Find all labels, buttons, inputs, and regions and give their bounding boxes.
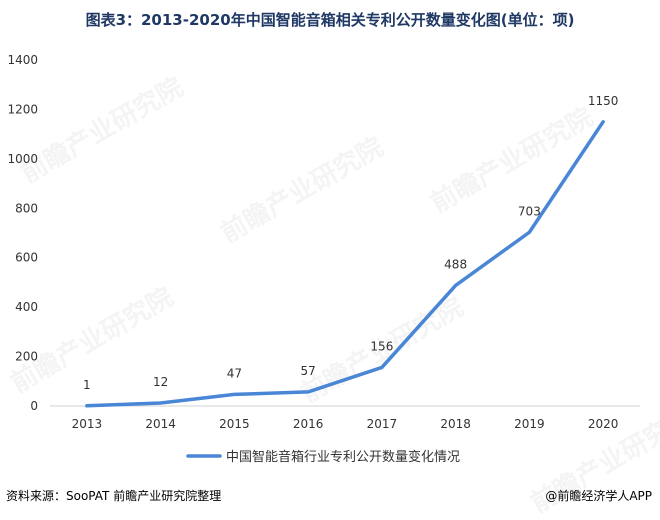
data-label: 1150 bbox=[588, 94, 619, 108]
chart-title: 图表3：2013-2020年中国智能音箱相关专利公开数量变化图(单位：项) bbox=[85, 11, 575, 29]
y-tick-label: 400 bbox=[15, 300, 38, 314]
series-line bbox=[85, 120, 605, 408]
y-tick-label: 200 bbox=[15, 350, 38, 364]
y-tick-label: 1400 bbox=[7, 53, 38, 67]
x-tick-label: 2014 bbox=[145, 417, 176, 431]
legend-label: 中国智能音箱行业专利公开数量变化情况 bbox=[226, 449, 460, 465]
data-label: 47 bbox=[227, 366, 242, 380]
y-tick-label: 1000 bbox=[7, 152, 38, 166]
x-tick-label: 2018 bbox=[440, 417, 471, 431]
x-tick-label: 2013 bbox=[72, 417, 103, 431]
y-tick-label: 800 bbox=[15, 201, 38, 215]
y-tick-label: 1200 bbox=[7, 102, 38, 116]
data-label: 703 bbox=[518, 204, 541, 218]
y-tick-label: 600 bbox=[15, 251, 38, 265]
data-label: 12 bbox=[153, 375, 168, 389]
x-tick-label: 2019 bbox=[514, 417, 545, 431]
source-note: 资料来源：SooPAT 前瞻产业研究院整理 bbox=[6, 489, 222, 503]
x-tick-label: 2015 bbox=[219, 417, 250, 431]
x-tick-label: 2016 bbox=[293, 417, 324, 431]
data-label: 156 bbox=[370, 339, 393, 353]
data-label: 488 bbox=[444, 257, 467, 271]
x-tick-label: 2020 bbox=[588, 417, 619, 431]
data-label: 57 bbox=[300, 364, 315, 378]
y-tick-label: 0 bbox=[30, 399, 38, 413]
x-tick-label: 2017 bbox=[367, 417, 398, 431]
credit-note: @前瞻经济学人APP bbox=[545, 489, 652, 503]
data-label: 1 bbox=[83, 378, 91, 392]
